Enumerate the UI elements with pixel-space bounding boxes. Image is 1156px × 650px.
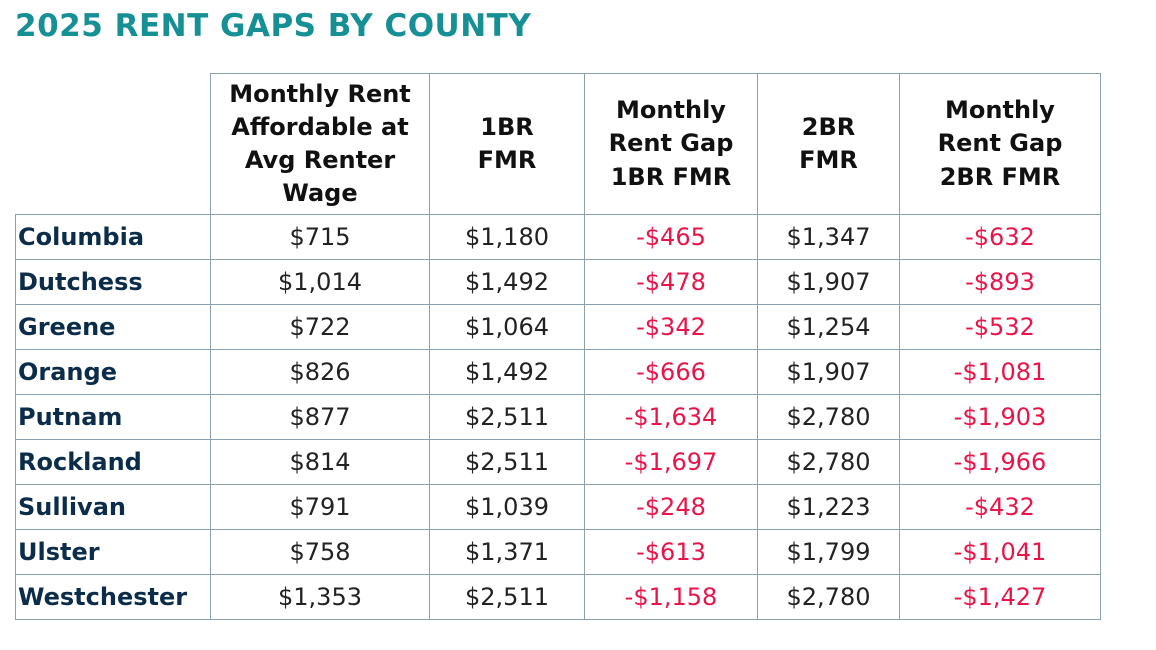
county-cell: Orange [15,349,211,395]
chart-title: 2025 RENT GAPS BY COUNTY [15,8,532,44]
corner-header [15,73,211,215]
header-line: Monthly [616,96,726,125]
affordable-rent-cell: $758 [210,529,430,575]
rent-gap-2br-cell: -$893 [899,259,1101,305]
table-row: Dutchess $1,014 $1,492 -$478 $1,907 -$893 [15,259,1101,305]
rent-gap-2br-cell: -$1,427 [899,574,1101,620]
rent-gap-2br-cell: -$1,903 [899,394,1101,440]
fmr-2br-cell: $2,780 [757,439,900,485]
header-line: Rent Gap [608,129,734,158]
affordable-rent-cell: $826 [210,349,430,395]
rent-gap-2br-cell: -$1,966 [899,439,1101,485]
rent-gap-2br-cell: -$632 [899,214,1101,260]
fmr-1br-cell: $1,492 [429,349,585,395]
fmr-2br-cell: $1,907 [757,259,900,305]
fmr-1br-cell: $2,511 [429,439,585,485]
fmr-1br-cell: $1,064 [429,304,585,350]
header-affordable: Monthly Rent Affordable at Avg Renter Wa… [210,73,430,215]
header-line: 2BR FMR [939,162,1061,191]
rent-gap-2br-cell: -$532 [899,304,1101,350]
rent-gap-1br-cell: -$666 [584,349,758,395]
county-cell: Ulster [15,529,211,575]
rent-gap-2br-cell: -$1,041 [899,529,1101,575]
county-cell: Greene [15,304,211,350]
header-2br-fmr: 2BR FMR [757,73,900,215]
table-row: Columbia $715 $1,180 -$465 $1,347 -$632 [15,214,1101,260]
table-body: Columbia $715 $1,180 -$465 $1,347 -$632 Dutche… [15,214,1101,620]
rent-gap-1br-cell: -$342 [584,304,758,350]
county-cell: Westchester [15,574,211,620]
county-cell: Rockland [15,439,211,485]
fmr-1br-cell: $2,511 [429,574,585,620]
fmr-1br-cell: $2,511 [429,394,585,440]
affordable-rent-cell: $715 [210,214,430,260]
table-row: Westchester $1,353 $2,511 -$1,158 $2,780 -$1,… [15,574,1101,620]
fmr-1br-cell: $1,371 [429,529,585,575]
header-line: Wage [282,179,358,208]
header-row: Monthly Rent Affordable at Avg Renter Wa… [15,73,1101,215]
county-cell: Sullivan [15,484,211,530]
affordable-rent-cell: $1,353 [210,574,430,620]
county-cell: Dutchess [15,259,211,305]
header-line: Affordable at [231,112,409,141]
affordable-rent-cell: $722 [210,304,430,350]
header-line: Monthly Rent [229,79,411,108]
header-gap-1br: Monthly Rent Gap 1BR FMR [584,73,758,215]
fmr-2br-cell: $1,223 [757,484,900,530]
table-row: Ulster $758 $1,371 -$613 $1,799 -$1,041 [15,529,1101,575]
table-row: Rockland $814 $2,511 -$1,697 $2,780 -$1,966 [15,439,1101,485]
header-gap-2br: Monthly Rent Gap 2BR FMR [899,73,1101,215]
table-row: Sullivan $791 $1,039 -$248 $1,223 -$432 [15,484,1101,530]
header-line: 2BR [801,112,856,141]
header-line: Rent Gap [937,129,1063,158]
fmr-2br-cell: $1,254 [757,304,900,350]
rent-gap-1br-cell: -$248 [584,484,758,530]
affordable-rent-cell: $814 [210,439,430,485]
rent-gap-1br-cell: -$1,158 [584,574,758,620]
rent-gap-1br-cell: -$613 [584,529,758,575]
header-line: Monthly [945,96,1055,125]
fmr-2br-cell: $2,780 [757,574,900,620]
rent-gap-1br-cell: -$1,697 [584,439,758,485]
header-line: Avg Renter [244,146,396,174]
county-cell: Putnam [15,394,211,440]
table-row: Putnam $877 $2,511 -$1,634 $2,780 -$1,903 [15,394,1101,440]
header-line: FMR [477,146,537,174]
fmr-1br-cell: $1,039 [429,484,585,530]
rent-gap-1br-cell: -$465 [584,214,758,260]
table-row: Orange $826 $1,492 -$666 $1,907 -$1,081 [15,349,1101,395]
fmr-2br-cell: $1,347 [757,214,900,260]
rent-gap-2br-cell: -$432 [899,484,1101,530]
fmr-2br-cell: $1,907 [757,349,900,395]
table-row: Greene $722 $1,064 -$342 $1,254 -$532 [15,304,1101,350]
header-line: 1BR [480,112,534,141]
fmr-1br-cell: $1,180 [429,214,585,260]
fmr-1br-cell: $1,492 [429,259,585,305]
fmr-2br-cell: $1,799 [757,529,900,575]
rent-gap-1br-cell: -$478 [584,259,758,305]
rent-gap-1br-cell: -$1,634 [584,394,758,440]
fmr-2br-cell: $2,780 [757,394,900,440]
header-line: 1BR FMR [610,162,732,191]
affordable-rent-cell: $877 [210,394,430,440]
rent-gap-2br-cell: -$1,081 [899,349,1101,395]
county-cell: Columbia [15,214,211,260]
rent-gap-table: Monthly Rent Affordable at Avg Renter Wa… [15,73,1101,620]
affordable-rent-cell: $791 [210,484,430,530]
affordable-rent-cell: $1,014 [210,259,430,305]
header-line: FMR [799,146,858,174]
header-1br-fmr: 1BR FMR [429,73,585,215]
